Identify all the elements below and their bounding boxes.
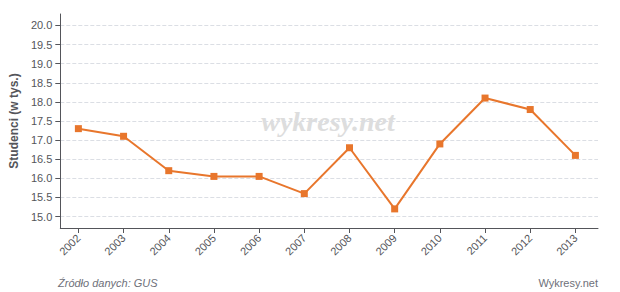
svg-text:2012: 2012 [509, 232, 535, 258]
svg-text:2010: 2010 [418, 232, 444, 258]
svg-text:16.5: 16.5 [31, 153, 52, 165]
svg-text:2003: 2003 [102, 232, 128, 258]
svg-text:2006: 2006 [238, 232, 264, 258]
svg-text:Studenci (w tys.): Studenci (w tys.) [7, 73, 21, 168]
svg-text:2004: 2004 [147, 232, 173, 258]
svg-text:wykresy.net: wykresy.net [261, 105, 395, 137]
svg-text:15.5: 15.5 [31, 191, 52, 203]
svg-text:2007: 2007 [283, 232, 309, 258]
svg-text:2009: 2009 [373, 232, 399, 258]
svg-text:2005: 2005 [192, 232, 218, 258]
svg-text:2008: 2008 [328, 232, 354, 258]
svg-text:17.0: 17.0 [31, 134, 52, 146]
svg-text:17.5: 17.5 [31, 115, 52, 127]
svg-text:15.0: 15.0 [31, 211, 52, 223]
svg-text:2013: 2013 [554, 232, 580, 258]
svg-text:18.5: 18.5 [31, 77, 52, 89]
svg-text:20.0: 20.0 [31, 19, 52, 31]
svg-text:2011: 2011 [464, 232, 489, 257]
svg-text:Źródło danych: GUS: Źródło danych: GUS [57, 277, 158, 289]
svg-text:19.5: 19.5 [31, 39, 52, 51]
svg-text:16.0: 16.0 [31, 172, 52, 184]
svg-text:19.0: 19.0 [31, 58, 52, 70]
svg-text:18.0: 18.0 [31, 96, 52, 108]
svg-text:Wykresy.net: Wykresy.net [538, 277, 598, 289]
svg-text:2002: 2002 [57, 232, 83, 258]
